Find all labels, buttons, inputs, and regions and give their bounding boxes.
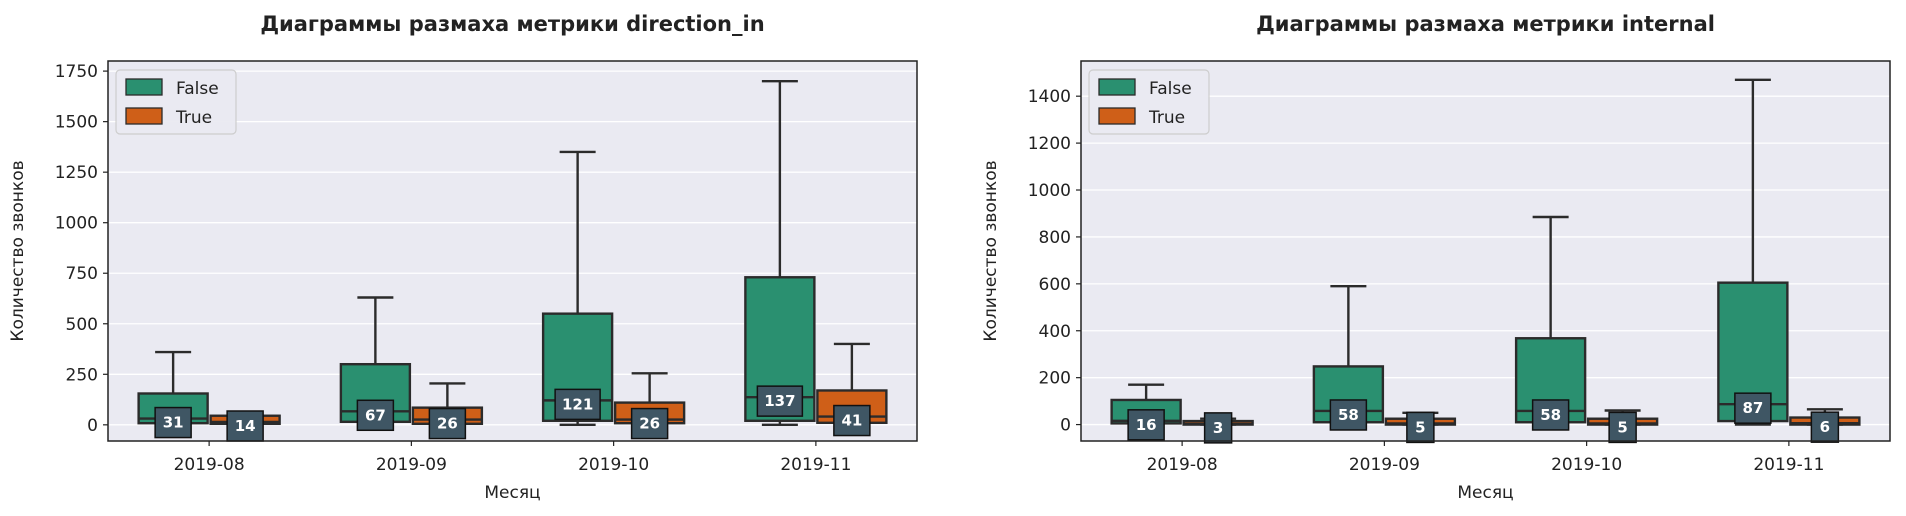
box-true-2019-11: 6: [1789, 408, 1861, 443]
median-label-box: [1608, 411, 1637, 444]
median-label: 16: [1136, 416, 1157, 434]
median-label-box: [154, 406, 192, 439]
median-label-box: [1531, 399, 1570, 431]
median-label: 3: [1213, 419, 1223, 437]
legend-swatch-true: [125, 107, 163, 125]
box-true-2019-09: 5: [1384, 411, 1457, 444]
box-false-2019-08: 16: [1110, 383, 1182, 441]
median-label: 58: [1338, 406, 1359, 424]
chart-title: Диаграммы размаха метрики internal: [1256, 12, 1715, 36]
median-label: 6: [1820, 418, 1830, 436]
median-label-box: [833, 404, 871, 437]
box-true-2019-10: 5: [1586, 409, 1659, 444]
x-tick-label: 2019-11: [1753, 455, 1824, 475]
y-axis-label: Количество звонков: [981, 160, 1001, 341]
y-tick-label: 250: [66, 365, 98, 385]
box-true-2019-09: 26: [411, 382, 484, 440]
box-false-2019-10: 58: [1514, 215, 1587, 431]
median-label-box: [1329, 399, 1368, 431]
y-tick-label: 1250: [55, 163, 98, 183]
median-label: 67: [365, 406, 386, 424]
y-tick-label: 1500: [55, 113, 98, 133]
chart-panel-1: 0 250 500 750 1000 1250 1500 1750 2019-08 31 14 201…: [8, 12, 918, 503]
legend-swatch-false: [125, 78, 163, 96]
y-tick-label: 1000: [1028, 181, 1071, 201]
median-label: 121: [562, 395, 593, 413]
y-tick-label: 1400: [1028, 87, 1071, 107]
median-label-box: [1810, 411, 1840, 443]
median-label: 58: [1540, 406, 1561, 424]
box-false-2019-11: 87: [1717, 78, 1789, 426]
x-tick-label: 2019-09: [376, 455, 447, 475]
y-tick-label: 750: [66, 264, 98, 284]
chart-title: Диаграммы размаха метрики direction_in: [260, 12, 764, 36]
legend: False True: [115, 69, 237, 135]
median-label-box: [428, 407, 467, 440]
legend-label-true: True: [1148, 108, 1185, 128]
x-tick-label: 2019-08: [1147, 455, 1218, 475]
box-true-2019-08: 14: [209, 410, 281, 442]
y-axis-label: Количество звонков: [8, 160, 28, 341]
plot-frame: [1080, 60, 1891, 442]
median-label: 5: [1617, 418, 1627, 436]
x-tick-label: 2019-10: [578, 455, 649, 475]
median-label: 14: [235, 417, 256, 435]
box-true-2019-08: 3: [1182, 412, 1254, 444]
y-tick-label: 600: [1039, 275, 1071, 295]
median-label-box: [356, 399, 395, 432]
y-tick-label: 800: [1039, 228, 1071, 248]
y-tick-label: 1750: [55, 62, 98, 82]
x-tick-label: 2019-11: [780, 455, 851, 475]
median-label: 26: [437, 415, 458, 433]
legend-label-false: False: [1149, 79, 1192, 99]
median-label: 31: [163, 414, 184, 432]
box-false-2019-11: 137: [744, 80, 816, 427]
legend-swatch-true: [1098, 107, 1136, 125]
x-tick-label: 2019-10: [1551, 455, 1622, 475]
x-tick-label: 2019-09: [1349, 455, 1420, 475]
x-axis-label: Месяц: [484, 483, 540, 503]
median-label-box: [1406, 411, 1435, 444]
box-true-2019-10: 26: [613, 372, 686, 440]
y-tick-label: 400: [1039, 322, 1071, 342]
box-true-2019-11: 41: [816, 342, 888, 437]
y-tick-label: 0: [87, 416, 98, 436]
y-tick-label: 1200: [1028, 134, 1071, 154]
chart-panel-2: 0 200 400 600 800 1000 1200 1400 2019-08 16 3 2019-…: [981, 12, 1891, 503]
y-tick-label: 1000: [55, 214, 98, 234]
legend-swatch-false: [1098, 78, 1136, 96]
median-label-box: [630, 407, 669, 440]
legend-label-false: False: [176, 79, 219, 99]
y-tick-label: 200: [1039, 369, 1071, 389]
box-false-2019-09: 67: [339, 296, 412, 432]
box-false-2019-08: 31: [137, 350, 209, 439]
median-label-box: [756, 385, 804, 417]
x-tick-label: 2019-08: [174, 455, 245, 475]
y-tick-label: 500: [66, 315, 98, 335]
legend: False True: [1088, 69, 1210, 135]
median-label-box: [1734, 392, 1772, 424]
median-label-box: [554, 388, 601, 421]
median-label: 137: [764, 392, 795, 410]
median-label: 87: [1742, 399, 1763, 417]
median-label-box: [1127, 409, 1165, 441]
x-axis-label: Месяц: [1457, 483, 1513, 503]
median-label: 5: [1415, 418, 1425, 436]
box-false-2019-09: 58: [1312, 284, 1385, 431]
plot-frame: [107, 60, 918, 442]
legend-label-true: True: [175, 108, 212, 128]
y-tick-label: 0: [1060, 416, 1071, 436]
median-label: 41: [841, 412, 862, 430]
median-label: 26: [639, 415, 660, 433]
box-false-2019-10: 121: [541, 150, 614, 427]
median-label-box: [1203, 412, 1233, 444]
